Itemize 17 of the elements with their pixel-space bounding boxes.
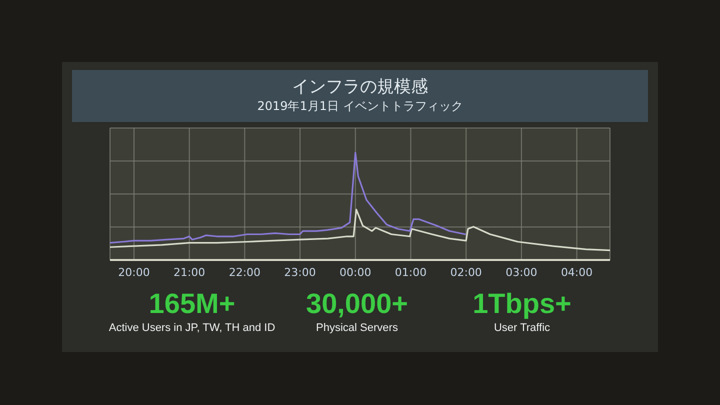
x-tick-label: 00:00 <box>340 266 372 279</box>
x-tick-label: 23:00 <box>284 266 316 279</box>
x-tick-label: 03:00 <box>506 266 538 279</box>
chart-subtitle: 2019年1月1日 イベントトラフィック <box>256 98 464 115</box>
text: Physical Servers <box>315 321 399 336</box>
x-tick-label: 20:00 <box>118 266 150 279</box>
x-tick-label: 22:00 <box>228 266 261 279</box>
text: 165M+ <box>148 288 236 320</box>
x-tick-label: 21:00 <box>173 266 206 279</box>
chart-title: インフラの規模感 <box>291 76 429 98</box>
text: User Traffic <box>492 321 552 336</box>
text: Active Users in JP, TW, TH and ID <box>108 321 276 336</box>
x-tick-label: 02:00 <box>450 266 482 279</box>
text: 1Tbps+ <box>472 288 572 320</box>
x-tick-label: 01:00 <box>394 266 427 279</box>
x-tick-label: 04:00 <box>560 266 593 279</box>
text: 30,000+ <box>305 288 409 320</box>
